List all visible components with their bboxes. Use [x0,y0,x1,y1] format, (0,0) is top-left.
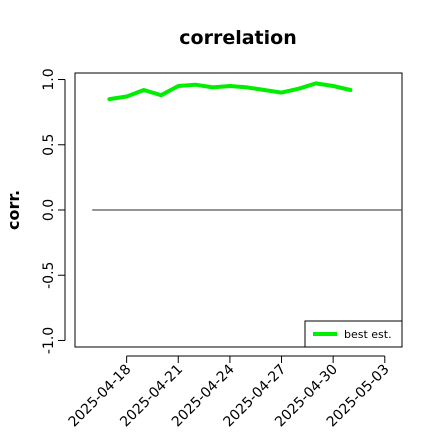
legend: best est. [304,320,403,348]
legend-label: best est. [344,328,392,341]
y-tick-label: -0.5 [41,262,57,289]
plot-area [74,72,403,348]
y-axis: -1.0 -0.5 0.0 0.5 1.0 [41,68,66,354]
series-layer [107,81,353,102]
y-tick-label: 1.0 [41,68,57,90]
y-axis-label: corr. [4,190,23,230]
chart-title: correlation [179,27,296,49]
series-line-best-est [107,81,353,102]
y-tick-label: 0.0 [41,199,57,221]
y-tick-label: -1.0 [41,327,57,354]
y-tick-label: 0.5 [41,134,57,156]
